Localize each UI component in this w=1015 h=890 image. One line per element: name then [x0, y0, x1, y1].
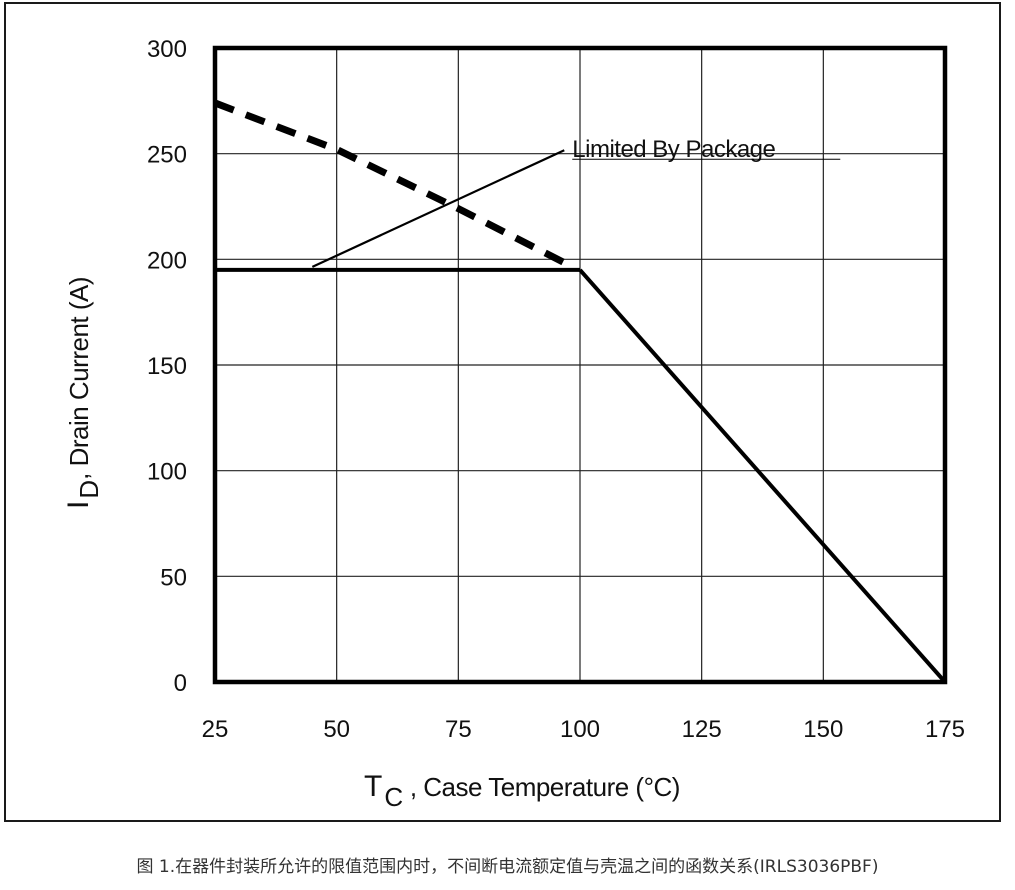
series-layer [213, 99, 947, 684]
y-tick-label-250: 250 [147, 142, 187, 169]
x-tick-label-175: 175 [925, 716, 965, 743]
x-tick-label-100: 100 [560, 716, 600, 743]
x-tick-label-25: 25 [202, 716, 229, 743]
annotation-leader-0 [311, 149, 565, 268]
x-tick-label-75: 75 [445, 716, 472, 743]
figure-frame: Limited By Package 25 50 75 100 125 150 175 0 50… [4, 2, 1001, 822]
x-tick-label-50: 50 [323, 716, 350, 743]
x-axis-label: TC , Case Temperature (°C) [364, 770, 680, 812]
y-tick-label-200: 200 [147, 247, 187, 274]
grid-layer [212, 45, 948, 685]
y-tick-label-100: 100 [147, 459, 187, 486]
y-axis-label: ID, Drain Current (A) [62, 277, 104, 509]
annotation-layer: Limited By Package [311, 136, 841, 268]
drain-current-chart: Limited By Package 25 50 75 100 125 150 175 0 50… [62, 36, 965, 812]
solid-series-2 [578, 268, 947, 684]
dashed-series-0 [213, 99, 572, 269]
axis-label-layer: TC , Case Temperature (°C) ID, Drain Curr… [62, 277, 680, 812]
figure-caption: 图 1.在器件封装所允许的限值范围内时，不间断电流额定值与壳温之间的函数关系(I… [136, 857, 879, 877]
y-tick-label-300: 300 [147, 36, 187, 63]
y-tick-label-0: 0 [174, 670, 187, 697]
plot-border [212, 45, 948, 685]
tick-label-layer: 25 50 75 100 125 150 175 0 50 100 150 200 250 300 [147, 36, 965, 743]
x-tick-label-125: 125 [682, 716, 722, 743]
x-tick-label-150: 150 [803, 716, 843, 743]
y-tick-label-50: 50 [160, 564, 187, 591]
y-tick-label-150: 150 [147, 353, 187, 380]
